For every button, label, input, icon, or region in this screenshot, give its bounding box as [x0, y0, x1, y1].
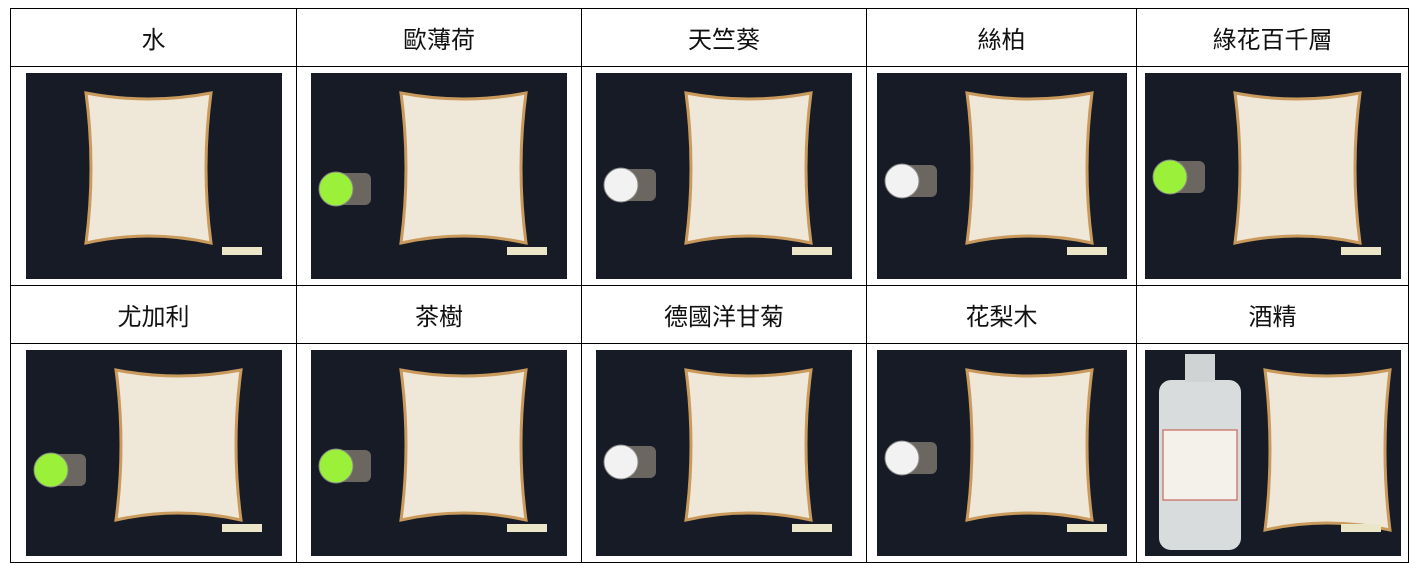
ruler — [1340, 247, 1381, 255]
sample-name: 水 — [10, 8, 297, 67]
ruler — [792, 524, 832, 532]
ruler — [221, 524, 262, 532]
photo-cell — [296, 66, 582, 286]
photo-row — [10, 343, 1409, 563]
bread — [399, 91, 528, 245]
sample-name: 酒精 — [1136, 285, 1409, 344]
bottle-cap — [603, 444, 639, 480]
sample-name: 花梨木 — [866, 285, 1137, 344]
bread — [113, 368, 243, 522]
photo-cell — [581, 343, 867, 563]
ruler — [507, 247, 547, 255]
photo-cell — [10, 343, 297, 563]
sample-name: 天竺葵 — [581, 8, 867, 67]
photo-cell — [296, 343, 582, 563]
photo-cell — [866, 66, 1137, 286]
bottle-cap — [1152, 159, 1187, 195]
photo-cell — [866, 343, 1137, 563]
label-row: 水歐薄荷 天竺葵 絲柏 綠花百千層 — [10, 8, 1409, 67]
ruler — [1340, 524, 1381, 532]
photo-cell — [1136, 66, 1409, 286]
bottle-cap — [318, 448, 354, 484]
photo — [1144, 350, 1401, 556]
photo — [596, 73, 852, 279]
sample-name: 綠花百千層 — [1136, 8, 1409, 67]
label-row: 尤加利 茶樹 德國洋甘菊 花梨木 酒精 — [10, 285, 1409, 344]
bread — [684, 368, 813, 522]
ruler — [1066, 524, 1107, 532]
photo — [1144, 73, 1401, 279]
ruler — [221, 247, 262, 255]
photo-cell — [10, 66, 297, 286]
ruler — [792, 247, 832, 255]
bottle-neck — [1184, 354, 1215, 382]
bottle-cap — [318, 171, 354, 207]
sample-name: 尤加利 — [10, 285, 297, 344]
photo — [596, 350, 852, 556]
ruler — [507, 524, 547, 532]
bottle-label — [1162, 429, 1237, 501]
photo — [25, 350, 282, 556]
sample-name: 茶樹 — [296, 285, 582, 344]
photo — [311, 350, 567, 556]
bread — [83, 91, 213, 245]
sample-name: 歐薄荷 — [296, 8, 582, 67]
bread — [964, 91, 1094, 245]
bread — [1232, 91, 1362, 245]
photo-row — [10, 66, 1409, 286]
sample-name: 德國洋甘菊 — [581, 285, 867, 344]
photo — [311, 73, 567, 279]
bread — [684, 91, 813, 245]
photo-table: 水歐薄荷 天竺葵 絲柏 綠花百千層 尤加利 茶樹 德國洋甘菊 花梨木 酒精 — [10, 8, 1409, 563]
photo — [876, 73, 1127, 279]
ruler — [1066, 247, 1107, 255]
bottle-cap — [884, 163, 919, 199]
photo — [876, 350, 1127, 556]
photo-cell — [581, 66, 867, 286]
photo — [25, 73, 282, 279]
bottle-cap — [33, 452, 68, 488]
bread — [399, 368, 528, 522]
bottle-cap — [603, 167, 639, 203]
bread — [1262, 368, 1392, 532]
bread — [964, 368, 1094, 522]
photo-cell — [1136, 343, 1409, 563]
sample-name: 絲柏 — [866, 8, 1137, 67]
bottle-cap — [884, 440, 919, 476]
